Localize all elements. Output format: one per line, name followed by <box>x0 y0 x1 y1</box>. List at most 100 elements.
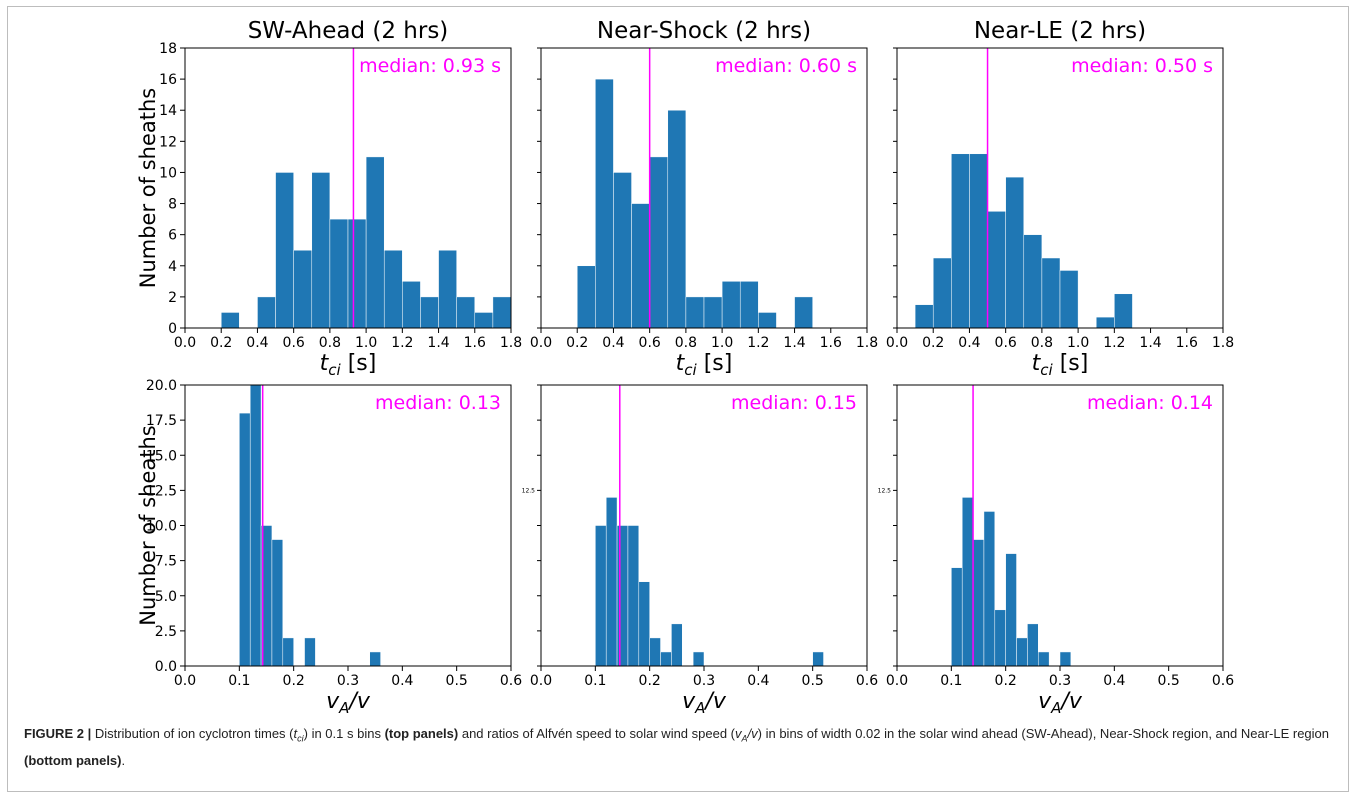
panel-4-bar <box>304 637 316 667</box>
panel-2-x-tick-label: 1.2 <box>747 335 769 351</box>
panel-4-y-axis-label: Number of sheaths <box>136 425 160 625</box>
panel-1-bar <box>365 156 385 329</box>
panel-5-bar <box>649 637 661 667</box>
panel-3-bar <box>1095 316 1115 329</box>
panel-2-bar <box>703 296 723 329</box>
caption-va-rest: /v <box>747 726 758 741</box>
panel-1-bar <box>492 296 512 329</box>
panel-3-x-tick-label: 1.4 <box>1139 335 1161 351</box>
panel-5-x-tick-label: 0.2 <box>639 673 661 689</box>
panel-3-x-tick-label: 0.0 <box>886 335 908 351</box>
panel-6-x-tick-label: 0.4 <box>1103 673 1125 689</box>
panel-1-y-tick-label: 16 <box>159 72 177 88</box>
panel-3-bar <box>914 304 934 329</box>
panel-1-y-tick-label: 6 <box>168 228 177 244</box>
panel-5-bar <box>627 525 640 667</box>
panel-3-title: Near-LE (2 hrs) <box>974 18 1146 44</box>
panel-4-y-tick-label: 0.0 <box>155 659 177 675</box>
panel-3-x-tick-label: 0.6 <box>995 335 1017 351</box>
panel-5-bar <box>605 497 618 667</box>
panel-1-bar <box>293 249 313 329</box>
panel-3-axes-frame <box>896 47 1224 329</box>
panel-1-bar <box>383 249 403 329</box>
panel-1-axes-frame <box>184 47 512 329</box>
panel-5-bar <box>660 651 672 667</box>
panel-2-bar <box>631 203 650 329</box>
panel-6-bar <box>1005 553 1017 667</box>
panel-6-bar <box>994 609 1006 667</box>
caption-top-panels: (top panels) <box>384 726 459 741</box>
panel-1-x-tick-label: 1.0 <box>355 335 377 351</box>
panel-4-x-tick-label: 0.2 <box>283 673 305 689</box>
panel-2-x-tick-label: 1.8 <box>856 335 878 351</box>
panel-2-bar <box>576 265 596 329</box>
panel-5-bar <box>692 651 705 667</box>
panel-1-bar <box>257 296 276 329</box>
panel-6-x-tick-label: 0.1 <box>940 673 962 689</box>
panel-6-x-tick-label: 0.2 <box>995 673 1017 689</box>
panel-3-x-tick-label: 1.2 <box>1103 335 1125 351</box>
panel-2-x-tick-label: 0.4 <box>602 335 624 351</box>
panel-1-y-tick-label: 8 <box>168 197 177 213</box>
panel-4-x-axis-label: vA/v <box>326 689 371 717</box>
panel-6-bar <box>1059 651 1072 667</box>
panel-1-bar <box>456 296 476 329</box>
panel-2-bar <box>739 281 759 329</box>
caption-va-subscript: A <box>741 733 748 744</box>
panel-1-x-tick-label: 1.4 <box>427 335 449 351</box>
panel-3-bar <box>1059 270 1079 329</box>
panel-4-x-tick-label: 0.3 <box>337 673 359 689</box>
panel-1-y-tick-label: 12 <box>159 134 177 150</box>
panel-3-bar <box>1041 257 1061 329</box>
caption-text-1: Distribution of ion cyclotron times ( <box>91 726 294 741</box>
panel-6-median-label: median: 0.14 <box>1087 392 1213 414</box>
panel-2-bar <box>721 281 741 329</box>
panel-1-x-tick-label: 0.4 <box>246 335 268 351</box>
panel-3-bar <box>969 153 988 329</box>
panel-5-bar <box>812 651 824 667</box>
panel-4-axes-frame <box>184 384 512 667</box>
panel-2-x-tick-label: 0.8 <box>675 335 697 351</box>
panel-2-bar <box>794 296 813 329</box>
panel-5-bar <box>595 525 607 667</box>
panel-2-x-tick-label: 1.0 <box>711 335 733 351</box>
panel-3-bar <box>1005 176 1025 329</box>
panel-3-median-label: median: 0.50 s <box>1071 55 1213 77</box>
panel-4-x-tick-label: 0.0 <box>174 673 196 689</box>
panel-3-x-tick-label: 0.4 <box>958 335 980 351</box>
panel-4-bar <box>271 539 284 667</box>
panel-2-x-tick-label: 0.0 <box>530 335 552 351</box>
panel-1-bar <box>347 218 367 329</box>
panel-5-x-tick-label: 0.3 <box>693 673 715 689</box>
panel-4-bar <box>239 412 251 667</box>
panel-3-bar <box>932 257 952 329</box>
panel-4-x-tick-label: 0.6 <box>500 673 522 689</box>
panel-5-median-label: median: 0.15 <box>731 392 857 414</box>
panel-1-y-tick-label: 14 <box>159 103 177 119</box>
panel-2-bar <box>758 312 777 329</box>
panel-1-y-axis-label: Number of sheaths <box>136 88 160 288</box>
panel-1-y-tick-label: 4 <box>168 259 177 275</box>
panel-1-bar <box>275 172 294 329</box>
panel-4-y-tick-label: 7.5 <box>155 554 177 570</box>
caption-tci-subscript: ci <box>297 733 304 744</box>
panel-1-bar <box>438 249 457 329</box>
panel-6-bar <box>1027 623 1039 667</box>
panel-5-bar <box>616 525 629 667</box>
panel-1-y-tick-label: 18 <box>159 41 177 57</box>
caption-tci-symbol: t <box>293 726 298 741</box>
panel-2-bar <box>595 78 614 329</box>
panel-6-x-tick-label: 0.5 <box>1158 673 1180 689</box>
panel-5-bar <box>671 623 683 667</box>
panel-1-x-tick-label: 1.2 <box>391 335 413 351</box>
panel-3-bar <box>1114 293 1133 329</box>
panel-6-bar <box>1038 651 1050 667</box>
panel-3-x-tick-label: 1.6 <box>1176 335 1198 351</box>
panel-2-x-tick-label: 1.6 <box>820 335 842 351</box>
panel-1-bar <box>420 296 439 329</box>
panel-4-bar <box>249 384 262 667</box>
panel-1-x-axis-label: tci [s] <box>320 351 377 379</box>
panel-2-bar <box>685 296 705 329</box>
panel-2-x-tick-label: 0.2 <box>566 335 588 351</box>
